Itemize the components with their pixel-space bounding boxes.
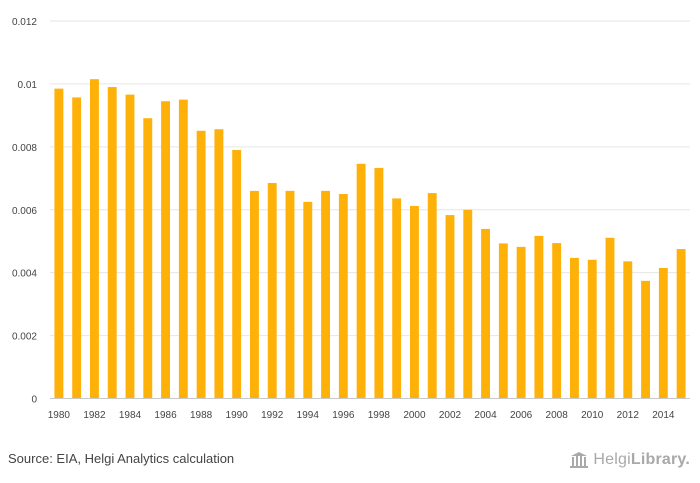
x-tick-label: 2002 bbox=[439, 410, 462, 421]
y-tick-label: 0.004 bbox=[12, 269, 37, 280]
bar-1983[interactable] bbox=[107, 87, 117, 399]
bar-1982[interactable] bbox=[90, 79, 99, 399]
bar-2004[interactable] bbox=[481, 228, 490, 399]
bars bbox=[54, 79, 686, 399]
bar-2009[interactable] bbox=[570, 257, 579, 399]
bar-1993[interactable] bbox=[285, 190, 295, 399]
bar-2012[interactable] bbox=[623, 261, 633, 399]
x-tick-label: 1992 bbox=[261, 410, 284, 421]
y-tick-label: 0.002 bbox=[12, 332, 37, 343]
x-tick-label: 1988 bbox=[190, 410, 213, 421]
brand-name: HelgiLibrary. bbox=[593, 451, 690, 468]
grid-lines bbox=[50, 20, 690, 337]
x-tick-label: 1982 bbox=[83, 410, 106, 421]
bar-2002[interactable] bbox=[445, 215, 455, 399]
y-tick-label: 0.006 bbox=[12, 206, 37, 217]
bar-1989[interactable] bbox=[214, 129, 224, 399]
y-tick-label: 0.01 bbox=[18, 80, 38, 91]
bar-2003[interactable] bbox=[463, 209, 473, 399]
helgi-library-logo[interactable]: HelgiLibrary. bbox=[569, 449, 690, 471]
bar-2010[interactable] bbox=[587, 259, 597, 399]
x-tick-label: 1986 bbox=[154, 410, 177, 421]
bar-2015[interactable] bbox=[676, 249, 686, 399]
x-tick-label: 2010 bbox=[581, 410, 604, 421]
bar-1994[interactable] bbox=[303, 201, 313, 399]
x-tick-label: 1998 bbox=[368, 410, 391, 421]
bar-2008[interactable] bbox=[552, 243, 562, 399]
bar-1986[interactable] bbox=[161, 101, 170, 399]
bar-1985[interactable] bbox=[143, 118, 153, 399]
source-note: Source: EIA, Helgi Analytics calculation bbox=[8, 451, 235, 466]
x-tick-label: 1990 bbox=[226, 410, 249, 421]
library-building-icon bbox=[569, 451, 589, 469]
bar-1999[interactable] bbox=[392, 198, 402, 399]
x-tick-label: 2006 bbox=[510, 410, 533, 421]
bar-1992[interactable] bbox=[267, 183, 277, 399]
x-tick-label: 2012 bbox=[617, 410, 640, 421]
bar-1990[interactable] bbox=[232, 149, 242, 399]
bar-2000[interactable] bbox=[410, 205, 419, 399]
bar-2011[interactable] bbox=[605, 237, 615, 399]
bar-1988[interactable] bbox=[196, 130, 206, 399]
y-tick-label: 0.008 bbox=[12, 143, 37, 154]
y-tick-label: 0.012 bbox=[12, 17, 37, 28]
bar-1995[interactable] bbox=[321, 190, 330, 399]
y-tick-label: 0 bbox=[31, 395, 37, 406]
x-tick-label: 2008 bbox=[546, 410, 569, 421]
bar-2006[interactable] bbox=[516, 246, 526, 399]
x-tick-label: 2004 bbox=[474, 410, 497, 421]
bar-2013[interactable] bbox=[641, 280, 650, 399]
x-tick-label: 2000 bbox=[403, 410, 426, 421]
x-tick-label: 1996 bbox=[332, 410, 355, 421]
x-tick-label: 1984 bbox=[119, 410, 142, 421]
x-axis-ticks: 1980 1982 1984 1986 1988 1990 1992 1994 1996 1998… bbox=[48, 410, 675, 421]
bar-2005[interactable] bbox=[498, 243, 508, 399]
bar-1981[interactable] bbox=[72, 97, 82, 399]
bar-1998[interactable] bbox=[374, 167, 384, 399]
bar-2001[interactable] bbox=[427, 193, 437, 399]
bar-2007[interactable] bbox=[534, 235, 544, 399]
x-tick-label: 1994 bbox=[297, 410, 320, 421]
bar-1984[interactable] bbox=[125, 94, 135, 399]
bar-1996[interactable] bbox=[338, 194, 348, 399]
x-tick-label: 1980 bbox=[48, 410, 71, 421]
bar-1991[interactable] bbox=[250, 190, 259, 399]
x-tick-label: 2014 bbox=[652, 410, 675, 421]
bar-2014[interactable] bbox=[658, 267, 668, 399]
y-axis-ticks: 0 0.002 0.004 0.006 0.008 0.01 0.012 bbox=[12, 17, 37, 406]
bar-1980[interactable] bbox=[54, 88, 64, 399]
bar-1987[interactable] bbox=[178, 99, 188, 399]
bar-1997[interactable] bbox=[356, 163, 366, 399]
